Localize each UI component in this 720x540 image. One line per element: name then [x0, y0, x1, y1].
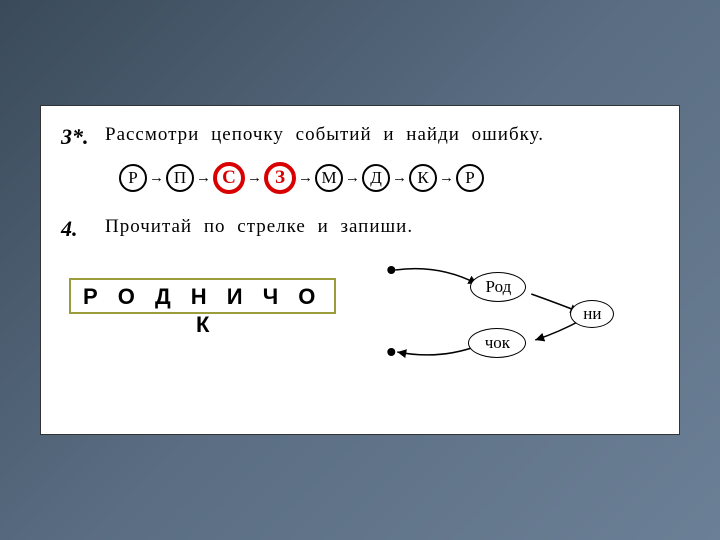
- event-chain: Р → П → С → З → М → Д → К → Р: [119, 162, 659, 194]
- task-3: 3*. Рассмотри цепочку событий и найди ош…: [61, 124, 659, 150]
- task-4: 4. Прочитай по стрелке и запиши.: [61, 216, 659, 242]
- chain-arrow: →: [298, 170, 313, 187]
- chain-node: П: [166, 164, 194, 192]
- chain-node: Р: [456, 164, 484, 192]
- chain-arrow: →: [149, 170, 164, 187]
- chain-arrow: →: [439, 170, 454, 187]
- answer-line2: К: [69, 312, 336, 338]
- task4-content: Р О Д Н И Ч О К: [61, 260, 659, 380]
- task3-number: 3*.: [61, 124, 101, 150]
- exercise-card: 3*. Рассмотри цепочку событий и найди ош…: [40, 105, 680, 435]
- chain-node: К: [409, 164, 437, 192]
- task4-number: 4.: [61, 216, 101, 242]
- answer-line1: Р О Д Н И Ч О: [83, 284, 322, 310]
- chain-arrow: →: [345, 170, 360, 187]
- answer-frame: Р О Д Н И Ч О: [69, 278, 336, 314]
- chain-node: Р: [119, 164, 147, 192]
- chain-arrow: →: [196, 170, 211, 187]
- chain-node: М: [315, 164, 343, 192]
- chain-node: Д: [362, 164, 390, 192]
- task4-text: Прочитай по стрелке и запиши.: [105, 216, 413, 237]
- arrow-diagram: Род ни чок: [360, 260, 659, 380]
- answer-box: Р О Д Н И Ч О К: [69, 278, 336, 338]
- chain-arrow: →: [247, 170, 262, 187]
- chain-node-highlighted: З: [264, 162, 296, 194]
- diagram-oval-chok: чок: [468, 328, 526, 358]
- task3-text: Рассмотри цепочку событий и найди ошибку…: [105, 124, 544, 145]
- chain-arrow: →: [392, 170, 407, 187]
- chain-node-highlighted: С: [213, 162, 245, 194]
